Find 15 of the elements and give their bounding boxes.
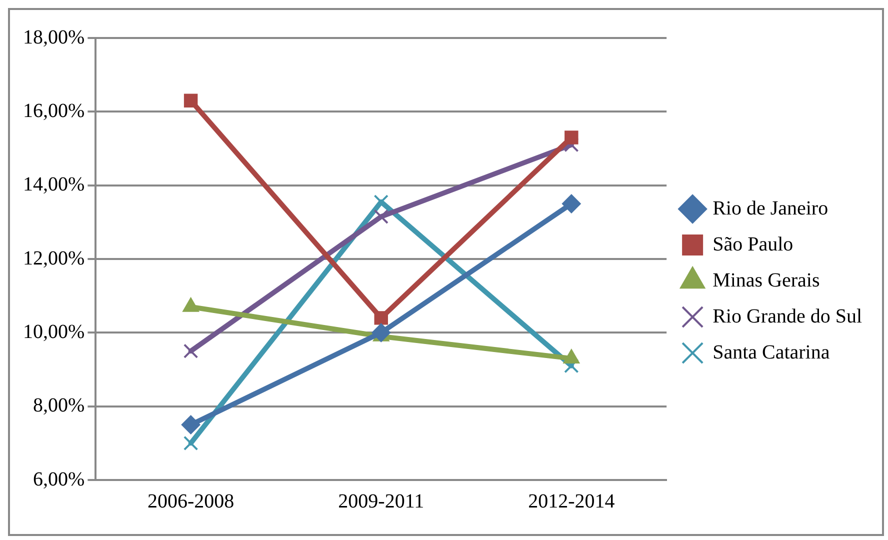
legend-label: Santa Catarina [712,341,830,364]
y-tick-label: 16,00% [22,100,85,122]
x-tick-label: 2009-2011 [338,490,424,512]
y-tick-label: 10,00% [22,320,85,343]
y-tick-label: 6,00% [32,468,85,490]
legend-label: Minas Gerais [712,269,820,292]
x-tick-label: 2006-2008 [147,490,234,512]
y-tick-label: 18,00% [22,26,85,48]
y-tick-label: 12,00% [22,247,85,270]
legend-label: Rio Grande do Sul [712,305,862,328]
x-tick-label: 2012-2014 [528,490,615,512]
y-tick-label: 8,00% [32,394,85,417]
legend-label: São Paulo [712,233,794,256]
y-tick-label: 14,00% [22,174,85,196]
legend-label: Rio de Janeiro [712,197,828,220]
